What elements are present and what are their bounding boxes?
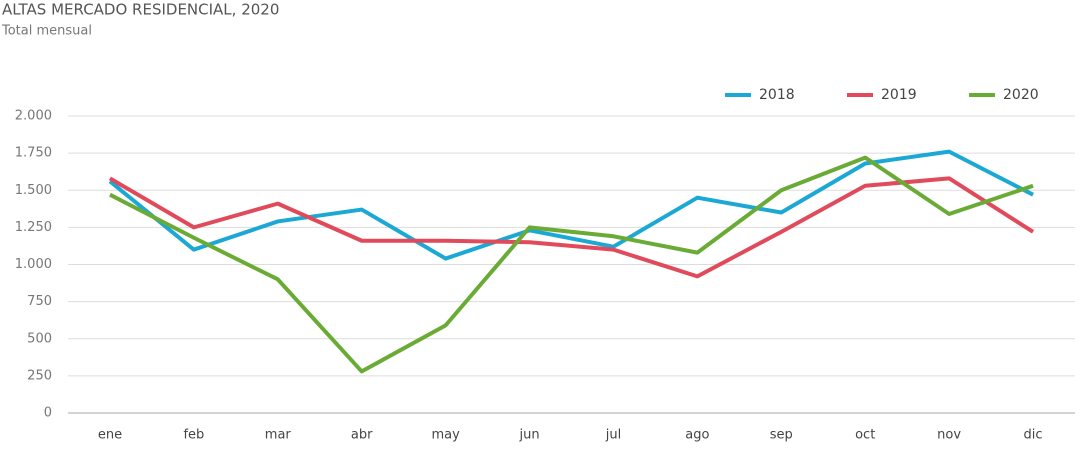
legend-label: 2018 <box>759 87 795 103</box>
x-tick-label: abr <box>351 428 373 443</box>
y-tick-label: 250 <box>27 368 52 383</box>
x-tick-label: sep <box>770 428 793 443</box>
line-series <box>109 155 1034 374</box>
line-series <box>108 176 1035 279</box>
y-tick-label: 2.000 <box>15 109 52 124</box>
y-tick-label: 750 <box>27 294 52 309</box>
x-tick-label: jul <box>605 428 621 443</box>
x-tick-label: nov <box>937 428 961 443</box>
x-tick-label: ago <box>685 428 709 443</box>
y-tick-label: 500 <box>27 331 52 346</box>
x-tick-label: may <box>431 428 460 443</box>
y-tick-label: 1.000 <box>15 257 52 272</box>
y-tick-label: 1.750 <box>15 146 52 161</box>
chart-title: ALTAS MERCADO RESIDENCIAL, 2020 <box>2 1 279 19</box>
y-tick-label: 1.250 <box>15 220 52 235</box>
x-tick-label: ene <box>98 428 122 443</box>
x-tick-label: dic <box>1024 428 1043 443</box>
y-tick-label: 0 <box>44 406 52 421</box>
legend-label: 2019 <box>881 87 917 103</box>
x-tick-label: oct <box>855 428 875 443</box>
x-tick-label: feb <box>183 428 204 443</box>
x-tick-label: jun <box>518 428 539 443</box>
x-tick-label: mar <box>265 428 292 443</box>
legend-label: 2020 <box>1003 87 1039 103</box>
y-tick-label: 1.500 <box>15 183 52 198</box>
line-series <box>108 149 1034 261</box>
chart-subtitle: Total mensual <box>1 24 92 39</box>
